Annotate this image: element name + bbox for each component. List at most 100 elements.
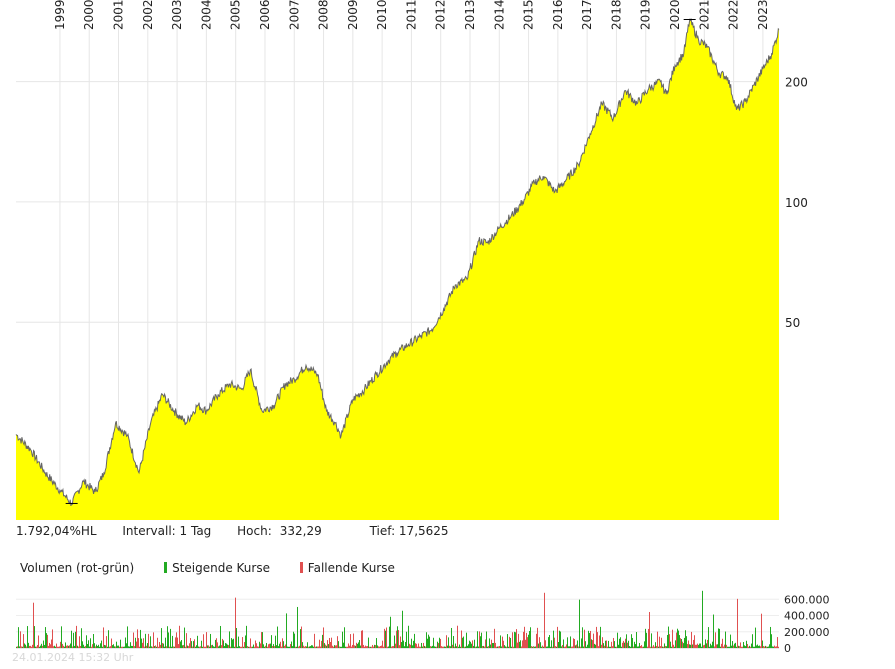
volume-bar-up bbox=[514, 631, 515, 648]
volume-bar-down bbox=[607, 646, 608, 648]
volume-bar-up bbox=[129, 646, 130, 648]
volume-bar-down bbox=[336, 645, 337, 648]
volume-bar-up bbox=[253, 644, 254, 648]
volume-bar-up bbox=[19, 646, 20, 648]
volume-bar-down bbox=[138, 638, 139, 648]
volume-bar-down bbox=[496, 646, 497, 648]
volume-bar-down bbox=[442, 646, 443, 648]
volume-bar-down bbox=[380, 645, 381, 648]
volume-bar-down bbox=[373, 646, 374, 648]
volume-bar-down bbox=[327, 640, 328, 648]
volume-bar-up bbox=[135, 637, 136, 648]
volume-bar-up bbox=[334, 645, 335, 648]
volume-bar-down bbox=[176, 632, 177, 648]
volume-bar-up bbox=[634, 641, 635, 648]
volume-bar-up bbox=[104, 644, 105, 648]
volume-bar-down bbox=[63, 645, 64, 648]
volume-bar-down bbox=[206, 632, 207, 648]
volume-bar-up bbox=[338, 641, 339, 648]
volume-bar-up bbox=[245, 635, 246, 648]
volume-bar-down bbox=[750, 646, 751, 648]
volume-bar-up bbox=[427, 638, 428, 648]
volume-bar-up bbox=[128, 646, 129, 648]
volume-bar-up bbox=[16, 646, 17, 648]
volume-title: Volumen (rot-grün) bbox=[20, 561, 135, 575]
volume-bar-up bbox=[224, 646, 225, 648]
volume-bar-down bbox=[464, 646, 465, 648]
volume-bar-up bbox=[435, 646, 436, 648]
volume-bar-up bbox=[374, 644, 375, 648]
volume-bar-down bbox=[332, 645, 333, 648]
volume-bar-up bbox=[426, 632, 427, 648]
volume-bar-up bbox=[617, 632, 618, 648]
volume-bar-up bbox=[490, 644, 491, 648]
volume-bar-down bbox=[249, 646, 250, 648]
volume-bar-up bbox=[646, 632, 647, 648]
volume-bar-down bbox=[441, 646, 442, 648]
volume-bar-down bbox=[298, 646, 299, 648]
volume-bar-down bbox=[257, 646, 258, 648]
volume-bar-up bbox=[753, 646, 754, 648]
volume-bar-down bbox=[364, 646, 365, 648]
volume-bar-down bbox=[562, 645, 563, 648]
volume-bar-up bbox=[751, 643, 752, 648]
volume-bar-up bbox=[500, 635, 501, 648]
volume-bar-down bbox=[192, 646, 193, 648]
volume-bar-up bbox=[197, 635, 198, 648]
volume-bar-up bbox=[99, 646, 100, 648]
volume-bar-down bbox=[346, 646, 347, 648]
volume-bar-down bbox=[495, 642, 496, 648]
volume-bar-up bbox=[45, 627, 46, 648]
volume-bar-down bbox=[158, 646, 159, 648]
volume-bar-up bbox=[120, 639, 121, 648]
volume-bar-down bbox=[103, 627, 104, 648]
volume-bar-up bbox=[476, 646, 477, 648]
volume-bar-up bbox=[27, 626, 28, 648]
volume-bar-up bbox=[752, 634, 753, 648]
volume-bar-up bbox=[458, 646, 459, 648]
volume-bar-up bbox=[497, 646, 498, 648]
volume-bar-up bbox=[413, 640, 414, 648]
volume-bar-down bbox=[30, 645, 31, 648]
volume-bar-up bbox=[324, 643, 325, 648]
volume-bar-up bbox=[75, 631, 76, 648]
volume-bar-down bbox=[134, 646, 135, 648]
volume-bar-down bbox=[320, 646, 321, 648]
volume-bar-up bbox=[429, 636, 430, 648]
volume-bar-up bbox=[585, 641, 586, 648]
volume-bar-up bbox=[615, 646, 616, 648]
volume-bar-down bbox=[703, 645, 704, 648]
volume-bar-up bbox=[692, 644, 693, 648]
volume-bar-down bbox=[714, 646, 715, 648]
volume-bar-down bbox=[371, 646, 372, 648]
volume-bar-up bbox=[678, 630, 679, 648]
volume-bar-up bbox=[511, 646, 512, 648]
volume-bar-up bbox=[345, 646, 346, 648]
volume-bar-down bbox=[69, 645, 70, 648]
volume-bar-down bbox=[200, 646, 201, 648]
volume-bar-up bbox=[397, 626, 398, 648]
volume-bar-down bbox=[533, 646, 534, 648]
volume-bar-down bbox=[452, 644, 453, 648]
volume-bar-up bbox=[288, 646, 289, 648]
volume-bar-up bbox=[621, 646, 622, 648]
volume-bar-up bbox=[520, 640, 521, 648]
volume-bar-up bbox=[757, 644, 758, 648]
volume-bar-down bbox=[133, 632, 134, 648]
volume-bar-up bbox=[662, 646, 663, 648]
volume-bar-up bbox=[114, 646, 115, 648]
volume-bar-up bbox=[463, 636, 464, 648]
volume-bar-down bbox=[85, 645, 86, 648]
volume-bar-up bbox=[359, 640, 360, 648]
volume-bar-up bbox=[394, 635, 395, 648]
volume-bar-up bbox=[65, 642, 66, 648]
volume-bar-down bbox=[361, 630, 362, 648]
volume-bar-up bbox=[674, 646, 675, 648]
volume-bar-down bbox=[190, 638, 191, 648]
volume-bar-down bbox=[430, 646, 431, 648]
volume-bar-up bbox=[97, 645, 98, 648]
volume-bar-up bbox=[118, 645, 119, 648]
volume-bar-up bbox=[528, 634, 529, 648]
volume-bar-up bbox=[699, 643, 700, 648]
volume-bar-down bbox=[333, 646, 334, 648]
